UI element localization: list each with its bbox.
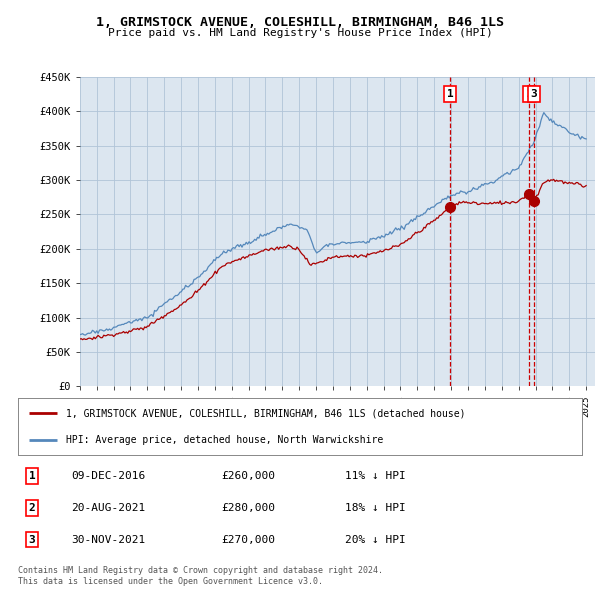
Text: This data is licensed under the Open Government Licence v3.0.: This data is licensed under the Open Gov… (18, 576, 323, 586)
Text: Price paid vs. HM Land Registry's House Price Index (HPI): Price paid vs. HM Land Registry's House … (107, 28, 493, 38)
Text: 1, GRIMSTOCK AVENUE, COLESHILL, BIRMINGHAM, B46 1LS (detached house): 1, GRIMSTOCK AVENUE, COLESHILL, BIRMINGH… (66, 408, 466, 418)
Text: 20-AUG-2021: 20-AUG-2021 (71, 503, 146, 513)
Text: £280,000: £280,000 (221, 503, 275, 513)
Text: 2: 2 (526, 89, 533, 99)
Text: 2: 2 (29, 503, 35, 513)
Text: 18% ↓ HPI: 18% ↓ HPI (345, 503, 406, 513)
Text: 20% ↓ HPI: 20% ↓ HPI (345, 535, 406, 545)
Text: 1: 1 (447, 89, 454, 99)
Text: £260,000: £260,000 (221, 471, 275, 481)
Text: Contains HM Land Registry data © Crown copyright and database right 2024.: Contains HM Land Registry data © Crown c… (18, 566, 383, 575)
Text: HPI: Average price, detached house, North Warwickshire: HPI: Average price, detached house, Nort… (66, 435, 383, 445)
Text: 11% ↓ HPI: 11% ↓ HPI (345, 471, 406, 481)
Text: 30-NOV-2021: 30-NOV-2021 (71, 535, 146, 545)
Text: 3: 3 (29, 535, 35, 545)
Text: 3: 3 (531, 89, 538, 99)
Text: £270,000: £270,000 (221, 535, 275, 545)
Text: 1, GRIMSTOCK AVENUE, COLESHILL, BIRMINGHAM, B46 1LS: 1, GRIMSTOCK AVENUE, COLESHILL, BIRMINGH… (96, 16, 504, 29)
Text: 1: 1 (29, 471, 35, 481)
Text: 09-DEC-2016: 09-DEC-2016 (71, 471, 146, 481)
